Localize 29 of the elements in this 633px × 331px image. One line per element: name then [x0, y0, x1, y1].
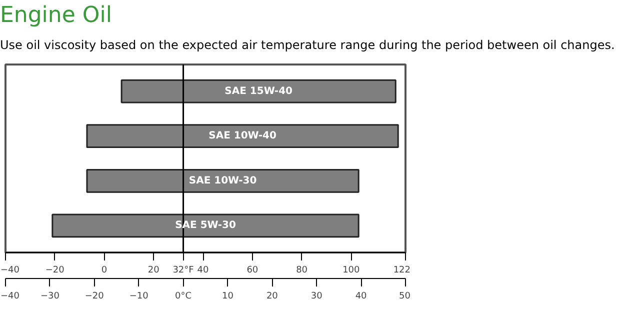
x2-tick-label: 40: [355, 292, 368, 302]
y-tick-label: SAE 10W-30: [188, 176, 257, 187]
y-tick-label: SAE 15W-40: [224, 86, 293, 98]
x2-tick-label: 0°C: [175, 292, 192, 302]
bar: [86, 124, 399, 148]
x2-tick-label: 10: [222, 292, 234, 302]
x-tick-label: −20: [45, 266, 65, 276]
x-tick-label: 100: [342, 266, 360, 276]
x2-tick-label: 20: [266, 292, 278, 302]
x2-tick-label: −20: [84, 292, 104, 302]
x-tick-label: 80: [296, 266, 308, 276]
chart-title: Engine Oil: [0, 2, 112, 30]
x-tick-label: 122: [393, 266, 411, 276]
x2-tick-label: −40: [0, 292, 20, 302]
x-tick-label: −40: [0, 266, 20, 276]
bar: [86, 169, 360, 194]
bar: [120, 80, 396, 104]
y-tick-label: SAE 10W-40: [208, 131, 276, 142]
x-tick-label: 0: [101, 266, 108, 276]
x-tick-label: 32°F: [172, 266, 194, 276]
x2-tick-label: 30: [310, 292, 323, 302]
chart-subtitle: Use oil viscosity based on the expected air temperature range during the period between oil changes.: [0, 37, 615, 54]
x-tick-label: 40: [197, 266, 210, 276]
bar: [52, 214, 360, 238]
x-tick-label: 60: [246, 266, 258, 276]
x-tick-label: 20: [148, 266, 160, 276]
x2-tick-label: 50: [399, 292, 411, 302]
x2-tick-label: −10: [129, 292, 149, 302]
x2-tick-label: −30: [40, 292, 60, 302]
